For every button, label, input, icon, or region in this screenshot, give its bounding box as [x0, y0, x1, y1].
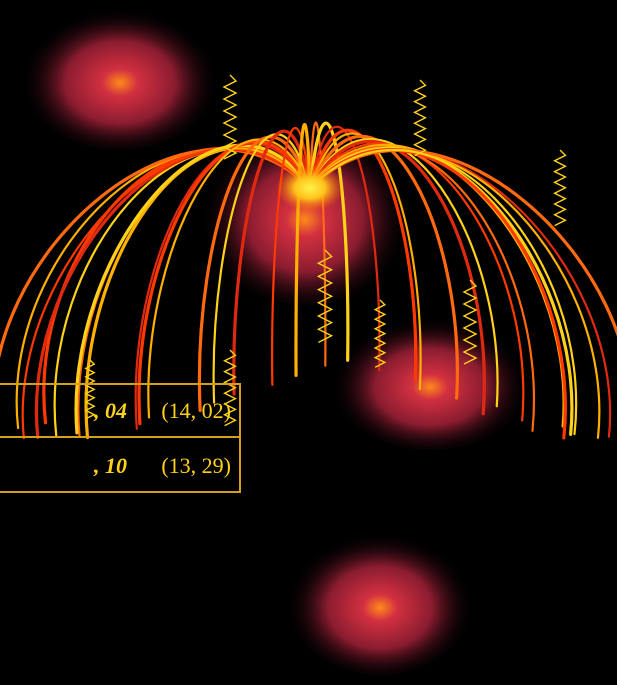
- spark-squiggle: [84, 359, 96, 420]
- firework-strand: [308, 145, 535, 432]
- firework-strand: [308, 137, 499, 408]
- spark-squiggle: [373, 299, 387, 368]
- firework-strand: [21, 147, 312, 440]
- firework-strand: [308, 142, 525, 422]
- firework-strand: [134, 142, 312, 430]
- firework-strand: [294, 123, 312, 377]
- glow-orb: [20, 0, 220, 150]
- firework-strand: [137, 140, 312, 426]
- table-cell: (13, 29): [161, 453, 231, 478]
- firework-strand: [197, 135, 312, 412]
- firework-strand: [308, 139, 486, 416]
- firework-strand: [34, 147, 312, 439]
- firework-strand: [308, 149, 578, 436]
- firework-strands: [0, 74, 617, 440]
- firework-strand: [147, 138, 312, 419]
- spark-squiggle: [223, 349, 237, 427]
- glow-orb: [330, 310, 530, 450]
- firework-strand: [74, 143, 312, 435]
- firework-strand: [232, 129, 312, 396]
- spark-squiggle: [413, 79, 427, 157]
- firework-strand: [308, 132, 422, 391]
- firework-strand: [308, 128, 418, 382]
- glow-orb: [285, 525, 475, 675]
- table-cell: , 10: [94, 453, 127, 478]
- table-row: , 04 (14, 02): [0, 385, 239, 438]
- table-cell: (14, 02): [161, 398, 231, 423]
- firework-strand: [308, 134, 459, 400]
- table-cell: , 04: [94, 398, 127, 423]
- spark-squiggle: [553, 149, 567, 227]
- table-row: , 10 (13, 29): [0, 438, 239, 491]
- firework-core: [276, 164, 344, 212]
- firework-strand: [212, 133, 312, 404]
- answer-table: , 04 (14, 02) , 10 (13, 29): [0, 383, 241, 493]
- spark-squiggle: [316, 249, 334, 344]
- firework-strand: [0, 147, 312, 360]
- spark-squiggle: [222, 74, 238, 160]
- spark-squiggle: [462, 279, 478, 365]
- firework-strand: [308, 148, 617, 338]
